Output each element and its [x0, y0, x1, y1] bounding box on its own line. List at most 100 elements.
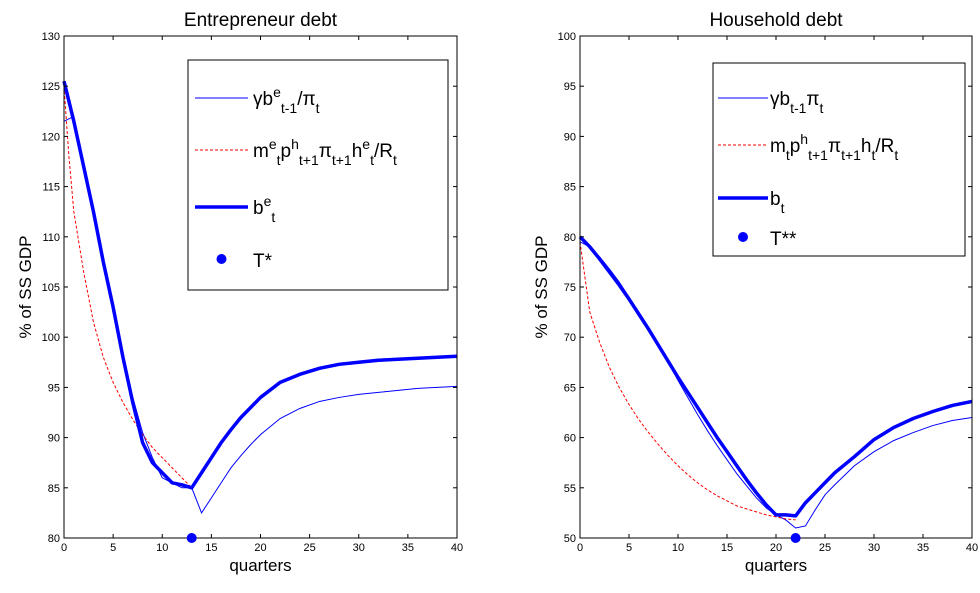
- x-tick-label: 30: [868, 542, 880, 554]
- legend-text-part: b: [263, 89, 274, 110]
- legend: γbt-1​πt​mt​ph​t+1​πt+1​ht​/Rt​bt​T**: [712, 62, 966, 257]
- legend-subscript: t: [786, 147, 790, 163]
- x-tick-label: 40: [451, 542, 463, 554]
- y-tick-label: 55: [564, 483, 576, 495]
- x-tick-label: 5: [110, 542, 116, 554]
- y-tick-label: 100: [558, 31, 576, 43]
- legend-subscript: t+1: [332, 152, 352, 168]
- legend-text-part: /π: [297, 89, 315, 110]
- legend-entry-1: γbe​t-1​/πt​: [253, 84, 320, 116]
- legend-entry-3: be​t​: [253, 193, 275, 225]
- legend-text-part: m: [253, 141, 269, 162]
- legend-text-part: p: [281, 141, 292, 162]
- y-tick-label: 100: [42, 332, 60, 344]
- legend-superscript: e: [269, 136, 277, 152]
- x-tick-label: 20: [254, 542, 266, 554]
- legend: γbe​t-1​/πt​me​t​ph​t+1​πt+1​he​t​/Rt​be…: [187, 59, 449, 291]
- legend-text-part: T**: [770, 229, 797, 250]
- y-axis-label: % of SS GDP: [532, 236, 551, 339]
- y-tick-label: 80: [564, 232, 576, 244]
- y-tick-label: 120: [42, 131, 60, 143]
- x-tick-label: 0: [61, 542, 67, 554]
- series-line-3: [578, 235, 973, 518]
- y-tick-label: 90: [48, 433, 60, 445]
- chart-panel-2: Household debt 0 5 10 15 20 25 30 35 40 50 55 60 65 70…: [532, 10, 978, 575]
- legend-subscript: t: [872, 147, 876, 163]
- chart-title: Entrepreneur debt: [184, 10, 338, 31]
- legend-subscript: t: [781, 200, 785, 216]
- y-tick-label: 110: [42, 232, 60, 244]
- legend-subscript: t: [370, 152, 374, 168]
- legend-text-part: p: [790, 136, 801, 157]
- legend-text-part: h: [352, 141, 363, 162]
- legend-superscript: h: [800, 131, 808, 147]
- legend-subscript: t: [316, 100, 320, 116]
- x-tick-label: 35: [402, 542, 414, 554]
- legend-subscript: t: [393, 152, 397, 168]
- x-tick-label: 40: [966, 542, 978, 554]
- x-tick-label: 0: [577, 542, 583, 554]
- y-tick-label: 90: [564, 131, 576, 143]
- legend-text-part: b: [770, 189, 781, 210]
- y-tick-label: 130: [42, 31, 60, 43]
- y-tick-label: 80: [48, 533, 60, 545]
- x-tick-label: 5: [626, 542, 632, 554]
- y-tick-label: 95: [48, 382, 60, 394]
- marker-point: [186, 533, 197, 543]
- legend-box: [712, 62, 966, 257]
- legend-superscript: e: [264, 193, 272, 209]
- legend-subscript: t+1: [299, 152, 319, 168]
- series-line-2: [63, 86, 193, 489]
- legend-box: [187, 59, 449, 291]
- y-tick-label: 65: [564, 382, 576, 394]
- y-tick-label: 115: [42, 182, 60, 194]
- legend-marker-4: [738, 232, 748, 242]
- legend-entry-2: me​t​ph​t+1​πt+1​he​t​/Rt​: [253, 136, 397, 168]
- x-axis-label: quarters: [229, 556, 291, 575]
- legend-subscript: t: [894, 147, 898, 163]
- legend-text-part: γ: [253, 89, 263, 110]
- y-tick-label: 125: [42, 81, 60, 93]
- marker-point: [790, 533, 801, 543]
- y-tick-label: 75: [564, 282, 576, 294]
- legend-superscript: e: [362, 136, 370, 152]
- legend-entry-1: γbt-1​πt​: [770, 89, 824, 116]
- legend-text-part: /R: [374, 141, 393, 162]
- x-tick-label: 25: [304, 542, 316, 554]
- legend-subscript: t+1: [841, 147, 861, 163]
- legend-text-part: T*: [253, 251, 273, 272]
- y-tick-label: 85: [48, 483, 60, 495]
- legend-subscript: t: [277, 152, 281, 168]
- legend-text-part: π: [319, 141, 332, 162]
- legend-text-part: π: [828, 136, 841, 157]
- x-tick-label: 15: [721, 542, 733, 554]
- legend-marker-4: [216, 254, 227, 264]
- x-tick-label: 20: [770, 542, 782, 554]
- y-axis-label: % of SS GDP: [16, 236, 35, 339]
- legend-subscript: t-1: [790, 100, 807, 116]
- y-tick-label: 50: [564, 533, 576, 545]
- chart-panel-1: Entrepreneur debt 0 5 10 15 20 25 30 35 40 80 85 90 9…: [16, 10, 463, 575]
- legend-text-part: π: [806, 89, 819, 110]
- y-tick-label: 95: [564, 81, 576, 93]
- x-tick-label: 35: [917, 542, 929, 554]
- legend-text-part: γb: [770, 89, 790, 110]
- legend-text-part: /R: [875, 136, 894, 157]
- legend-text-part: b: [253, 198, 264, 219]
- x-tick-label: 10: [672, 542, 684, 554]
- legend-superscript: e: [273, 84, 281, 100]
- legend-entry-2: mt​ph​t+1​πt+1​ht​/Rt​: [770, 131, 898, 163]
- x-axis-label: quarters: [745, 556, 807, 575]
- x-tick-label: 25: [819, 542, 831, 554]
- legend-subscript: t: [271, 209, 275, 225]
- legend-text-part: h: [861, 136, 872, 157]
- x-tick-label: 10: [156, 542, 168, 554]
- legend-entry-4: T**: [770, 229, 797, 250]
- x-tick-label: 15: [205, 542, 217, 554]
- series-line-1: [579, 241, 973, 529]
- y-tick-label: 60: [564, 433, 576, 445]
- legend-subscript: t: [820, 100, 824, 116]
- y-tick-label: 105: [42, 282, 60, 294]
